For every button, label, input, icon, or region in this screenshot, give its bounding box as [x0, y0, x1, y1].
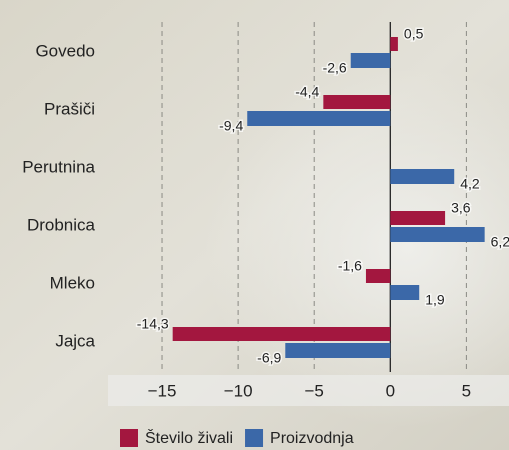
bar [390, 169, 455, 184]
x-tick-label: −10 [224, 381, 253, 400]
legend-label: Proizvodnja [270, 430, 354, 447]
category-label: Perutnina [22, 157, 95, 176]
axis-band [108, 375, 509, 406]
x-tick-label: 0 [386, 381, 395, 400]
category-label: Drobnica [27, 215, 96, 234]
data-label: 3,6 [451, 200, 471, 216]
bar [390, 227, 485, 242]
category-label: Prašiči [44, 99, 95, 118]
legend-label: Število živali [145, 428, 233, 447]
category-label: Jajca [55, 331, 95, 350]
data-label: -1,6 [338, 258, 362, 274]
legend-swatch [120, 429, 138, 447]
data-label: 4,2 [460, 176, 480, 192]
bar [350, 53, 391, 68]
bar [172, 327, 391, 341]
bar [390, 211, 446, 225]
data-label: -4,4 [295, 84, 319, 100]
legend-swatch [245, 429, 264, 447]
bar [285, 343, 391, 358]
category-label: Govedo [35, 41, 95, 60]
data-label: -14,3 [137, 316, 169, 332]
x-tick-label: 5 [462, 381, 471, 400]
category-label: Mleko [50, 273, 95, 292]
data-label: 6,2 [491, 234, 509, 250]
bar [390, 37, 398, 51]
bar [247, 111, 391, 126]
data-label: -6,9 [257, 350, 281, 366]
x-tick-label: −5 [305, 381, 324, 400]
data-label: 1,9 [425, 292, 445, 308]
bar [390, 285, 420, 300]
bar [365, 269, 391, 283]
data-label: 0,5 [404, 26, 424, 42]
data-label: -9,4 [219, 118, 243, 134]
bar [323, 95, 391, 109]
data-label: -2,6 [323, 60, 347, 76]
x-tick-label: −15 [148, 381, 177, 400]
